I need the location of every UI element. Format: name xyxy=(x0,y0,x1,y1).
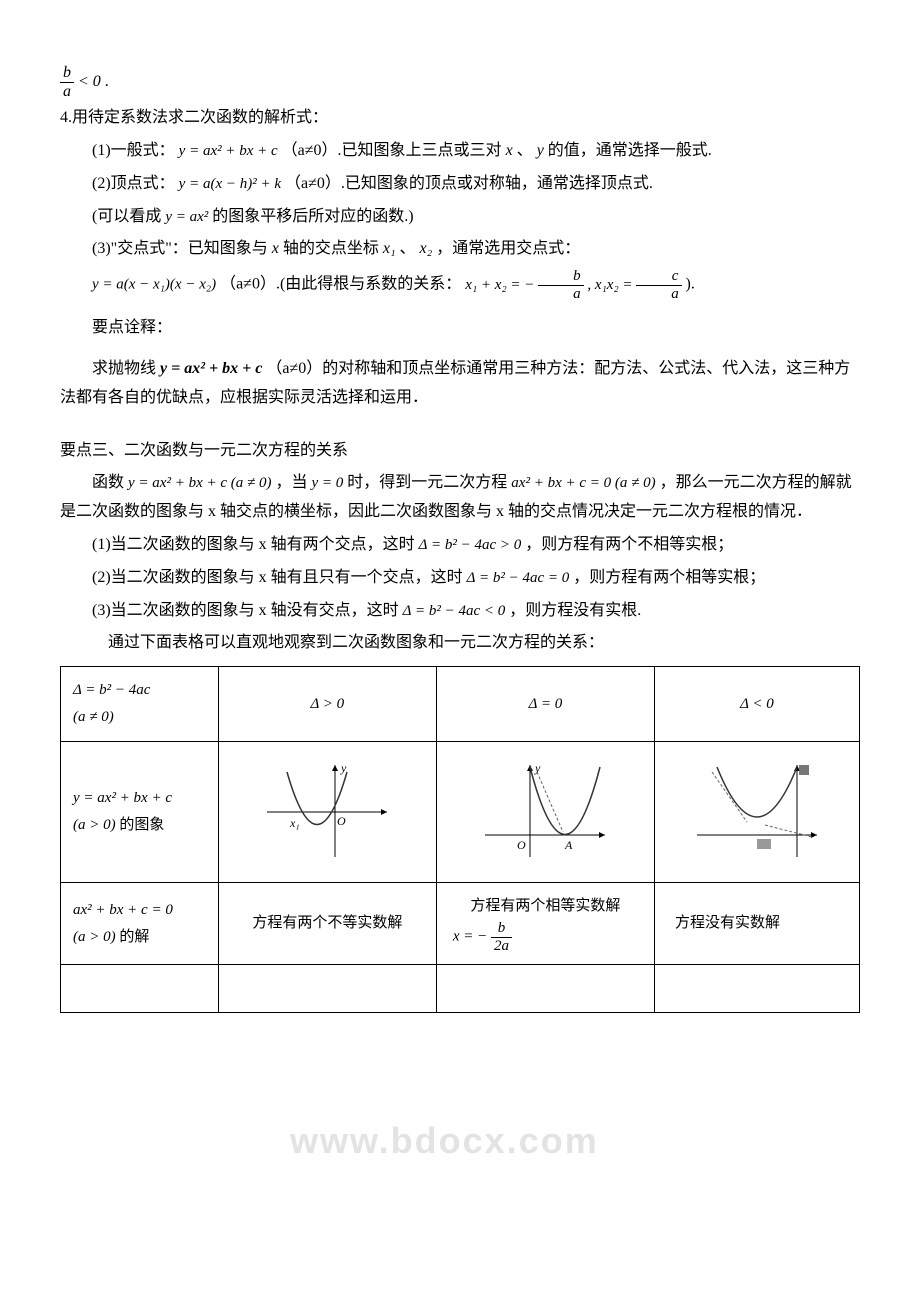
explain-text: 求抛物线 y = ax² + bx + c （a≠0）的对称轴和顶点坐标通常用三… xyxy=(60,355,860,413)
svg-text:x₁: x₁ xyxy=(289,816,300,830)
section4-item1: (1)一般式： y = ax² + bx + c （a≠0）.已知图象上三点或三… xyxy=(60,137,860,166)
chart-two-intersections: x₁ O y xyxy=(257,757,397,867)
row-graph-label: y = ax² + bx + c (a > 0) 的图象 xyxy=(61,742,219,883)
section3-heading: 要点三、二次函数与一元二次方程的关系 xyxy=(60,437,860,466)
header-discriminant: Δ = b² − 4ac (a ≠ 0) xyxy=(61,667,219,742)
svg-text:O: O xyxy=(517,838,526,852)
svg-text:y: y xyxy=(340,761,347,775)
formula-parabola: y = ax² + bx + c xyxy=(160,360,262,377)
chart-tangent: O A y xyxy=(475,757,615,867)
solution-none: 方程没有实数解 xyxy=(654,883,859,965)
section4-item2-note: (可以看成 y = ax² 的图象平移后所对应的函数.) xyxy=(60,203,860,232)
svg-text:A: A xyxy=(564,838,573,852)
topline: b a < 0 . xyxy=(60,64,860,100)
graph-one-root: O A y xyxy=(436,742,654,883)
solution-two-unequal: 方程有两个不等实数解 xyxy=(218,883,436,965)
relation-table: Δ = b² − 4ac (a ≠ 0) Δ > 0 Δ = 0 Δ < 0 y… xyxy=(60,666,860,1013)
section3-p1: 函数 y = ax² + bx + c (a ≠ 0) ，当 y = 0 时，得… xyxy=(60,469,860,527)
header-delta-gt0: Δ > 0 xyxy=(218,667,436,742)
section3-case1: (1)当二次函数的图象与 x 轴有两个交点，这时 Δ = b² − 4ac > … xyxy=(60,531,860,560)
table-row xyxy=(61,965,860,1013)
section4-item3-formula: y = a(x − x₁)(x − x₂) （a≠0）.(由此得根与系数的关系：… xyxy=(60,268,860,302)
table-row: y = ax² + bx + c (a > 0) 的图象 x₁ O y xyxy=(61,742,860,883)
section3-case2: (2)当二次函数的图象与 x 轴有且只有一个交点，这时 Δ = b² − 4ac… xyxy=(60,564,860,593)
section3-case3: (3)当二次函数的图象与 x 轴没有交点，这时 Δ = b² − 4ac < 0… xyxy=(60,597,860,626)
section4-item3: (3)"交点式"：已知图象与 x 轴的交点坐标 x₁ 、 x₂ ，通常选用交点式… xyxy=(60,235,860,264)
table-row: ax² + bx + c = 0 (a > 0) 的解 方程有两个不等实数解 方… xyxy=(61,883,860,965)
table-intro: 通过下面表格可以直观地观察到二次函数图象和一元二次方程的关系： xyxy=(60,629,860,658)
header-delta-eq0: Δ = 0 xyxy=(436,667,654,742)
table-row: Δ = b² − 4ac (a ≠ 0) Δ > 0 Δ = 0 Δ < 0 xyxy=(61,667,860,742)
graph-no-root xyxy=(654,742,859,883)
section4-heading: 4.用待定系数法求二次函数的解析式： xyxy=(60,104,860,133)
fraction-b-over-a: b a xyxy=(60,64,74,100)
solution-two-equal: 方程有两个相等实数解 x = − b 2a xyxy=(436,883,654,965)
svg-text:O: O xyxy=(337,814,346,828)
watermark: www.bdocx.com xyxy=(290,1109,599,1174)
section4-item2: (2)顶点式： y = a(x − h)² + k （a≠0）.已知图象的顶点或… xyxy=(60,170,860,199)
explain-label: 要点诠释： xyxy=(60,314,860,343)
chart-no-intersection xyxy=(687,757,827,867)
formula-general: y = ax² + bx + c xyxy=(179,143,278,159)
header-delta-lt0: Δ < 0 xyxy=(654,667,859,742)
svg-text:y: y xyxy=(534,761,541,775)
row-solution-label: ax² + bx + c = 0 (a > 0) 的解 xyxy=(61,883,219,965)
formula-vertex: y = a(x − h)² + k xyxy=(179,176,281,192)
graph-two-roots: x₁ O y xyxy=(218,742,436,883)
